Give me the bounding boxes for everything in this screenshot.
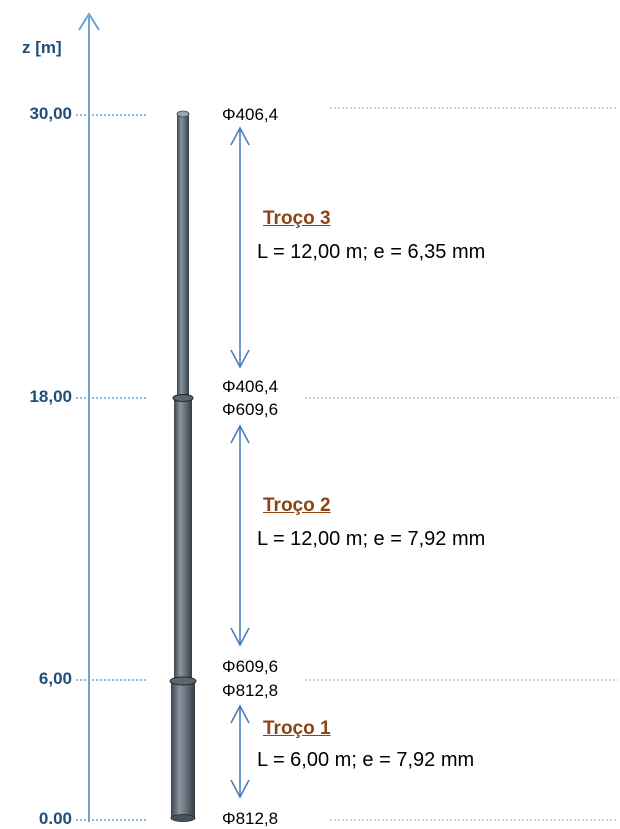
segment-desc-troco-3: L = 12,00 m; e = 6,35 mm	[257, 241, 486, 263]
segment-desc-troco-1: L = 6,00 m; e = 7,92 mm	[257, 749, 475, 771]
diameter-label-base: Φ812,8	[222, 809, 279, 828]
dimension-arrow-troco-1	[230, 704, 250, 799]
segment-title-troco-3: Troço 3	[263, 208, 331, 229]
diameter-label-18-lower: Φ609,6	[222, 400, 279, 419]
level-label-18: 18,00	[29, 387, 72, 406]
diameter-label-top: Φ406,4	[222, 105, 279, 124]
dimension-arrow-troco-3	[230, 126, 250, 369]
level-label-30: 30,00	[29, 104, 72, 123]
pole-section-3	[177, 114, 189, 397]
pole-joint-18	[172, 394, 194, 402]
level-label-6: 6,00	[38, 669, 72, 688]
pole-section-1	[171, 682, 195, 818]
axis-title: z [m]	[22, 38, 62, 57]
pole-section-2	[174, 399, 192, 680]
diameter-label-6-lower: Φ812,8	[222, 681, 279, 700]
level-label-0: 0.00	[38, 809, 72, 828]
segment-desc-troco-2: L = 12,00 m; e = 7,92 mm	[257, 528, 486, 550]
dimension-arrow-troco-2	[230, 424, 250, 647]
pole-top-cap	[176, 110, 190, 118]
diameter-label-6-upper: Φ609,6	[222, 657, 279, 676]
segment-title-troco-2: Troço 2	[263, 495, 331, 516]
pole-base	[170, 814, 196, 822]
steel-pole	[169, 110, 197, 822]
segment-title-troco-1: Troço 1	[263, 718, 331, 739]
pole-joint-6	[169, 676, 197, 686]
diameter-label-18-upper: Φ406,4	[222, 377, 279, 396]
z-axis-arrowhead	[78, 12, 100, 31]
